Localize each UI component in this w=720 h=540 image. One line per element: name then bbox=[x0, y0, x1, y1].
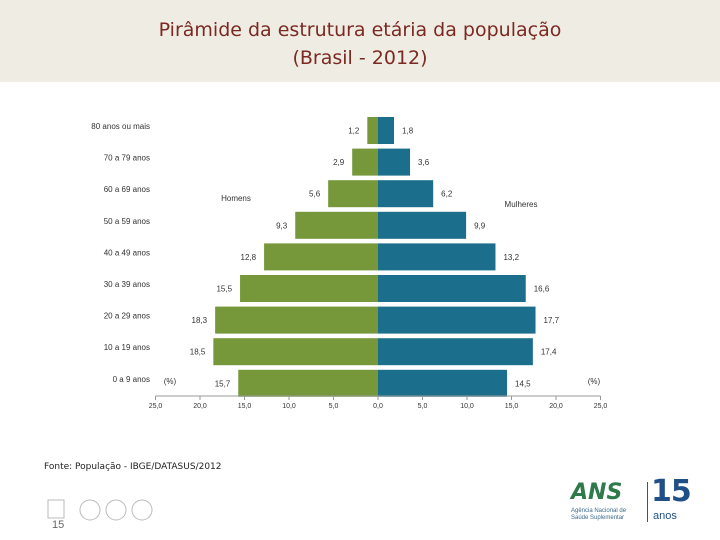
category-label: 70 a 79 anos bbox=[104, 154, 150, 163]
data-label-mulheres: 17,7 bbox=[544, 316, 560, 325]
ans-logo: ANS Agência Nacional de Saúde Suplementa… bbox=[565, 474, 705, 528]
footer-seal-icon bbox=[47, 499, 153, 521]
x-tick-label: 15,0 bbox=[505, 403, 519, 410]
category-label: 80 anos ou mais bbox=[91, 122, 150, 131]
x-tick-label: 0,0 bbox=[373, 403, 383, 410]
data-label-mulheres: 17,4 bbox=[541, 348, 557, 357]
category-label: 20 a 29 anos bbox=[104, 312, 150, 321]
bar-homens bbox=[264, 243, 378, 271]
bar-homens bbox=[215, 306, 378, 334]
bar-mulheres bbox=[378, 180, 434, 208]
x-tick-label: 10,0 bbox=[282, 403, 296, 410]
data-label-mulheres: 9,9 bbox=[474, 221, 486, 230]
x-tick-label: 5,0 bbox=[418, 403, 428, 410]
category-label: 0 a 9 anos bbox=[113, 375, 150, 384]
title-line-2: (Brasil - 2012) bbox=[292, 47, 428, 69]
logo-anos: anos bbox=[653, 510, 677, 522]
data-label-homens: 15,5 bbox=[216, 285, 232, 294]
series-label-mulheres: Mulheres bbox=[505, 200, 538, 209]
logo-number: 15 bbox=[651, 474, 692, 509]
data-label-homens: 5,6 bbox=[309, 190, 321, 199]
logo-ans-text: ANS bbox=[571, 480, 623, 505]
data-label-mulheres: 16,6 bbox=[534, 285, 550, 294]
bar-homens bbox=[295, 211, 378, 239]
x-tick-label: 20,0 bbox=[549, 403, 563, 410]
data-label-homens: 9,3 bbox=[276, 221, 288, 230]
x-tick-label: 15,0 bbox=[238, 403, 252, 410]
data-label-homens: 18,5 bbox=[190, 348, 206, 357]
category-label: 60 a 69 anos bbox=[104, 185, 150, 194]
category-label: 40 a 49 anos bbox=[104, 248, 150, 257]
data-label-homens: 1,2 bbox=[348, 127, 360, 136]
title-line-1: Pirâmide da estrutura etária da populaçã… bbox=[158, 19, 562, 41]
x-tick-label: 10,0 bbox=[460, 403, 474, 410]
bar-mulheres bbox=[378, 243, 496, 271]
data-label-mulheres: 1,8 bbox=[402, 127, 414, 136]
bar-mulheres bbox=[378, 211, 467, 239]
page-title: Pirâmide da estrutura etária da populaçã… bbox=[0, 16, 720, 72]
bar-mulheres bbox=[378, 275, 526, 302]
bar-mulheres bbox=[378, 369, 508, 397]
x-tick-label: 25,0 bbox=[149, 403, 163, 410]
x-tick-label: 20,0 bbox=[193, 403, 207, 410]
bar-mulheres bbox=[378, 306, 536, 334]
footer-seal-icons bbox=[47, 499, 153, 521]
data-label-mulheres: 6,2 bbox=[441, 190, 453, 199]
bar-homens bbox=[240, 275, 378, 302]
logo-divider bbox=[647, 482, 648, 522]
bar-homens bbox=[328, 180, 378, 208]
bar-homens bbox=[238, 369, 378, 397]
bar-mulheres bbox=[378, 338, 533, 366]
bar-mulheres bbox=[378, 148, 411, 176]
data-label-homens: 15,7 bbox=[215, 379, 231, 388]
data-label-homens: 2,9 bbox=[333, 158, 345, 167]
data-label-mulheres: 14,5 bbox=[515, 379, 531, 388]
data-label-mulheres: 13,2 bbox=[503, 253, 519, 262]
source-note: Fonte: População - IBGE/DATASUS/2012 bbox=[44, 462, 222, 472]
page-number: 15 bbox=[52, 519, 65, 531]
bar-homens bbox=[367, 117, 378, 144]
x-tick-label: 5,0 bbox=[329, 403, 339, 410]
category-label: 30 a 39 anos bbox=[104, 280, 150, 289]
data-label-homens: 12,8 bbox=[241, 253, 257, 262]
x-tick-label: 25,0 bbox=[594, 403, 608, 410]
unit-label-left: (%) bbox=[164, 377, 177, 386]
bar-homens bbox=[352, 148, 378, 176]
unit-label-right: (%) bbox=[588, 377, 601, 386]
bar-mulheres bbox=[378, 117, 395, 144]
series-label-homens: Homens bbox=[221, 194, 251, 203]
title-band bbox=[0, 0, 720, 82]
category-label: 10 a 19 anos bbox=[104, 343, 150, 352]
data-label-homens: 18,3 bbox=[192, 316, 208, 325]
bar-homens bbox=[213, 338, 378, 366]
logo-subtitle: Agência Nacional de Saúde Suplementar bbox=[571, 508, 627, 521]
data-label-mulheres: 3,6 bbox=[418, 158, 430, 167]
category-label: 50 a 59 anos bbox=[104, 217, 150, 226]
